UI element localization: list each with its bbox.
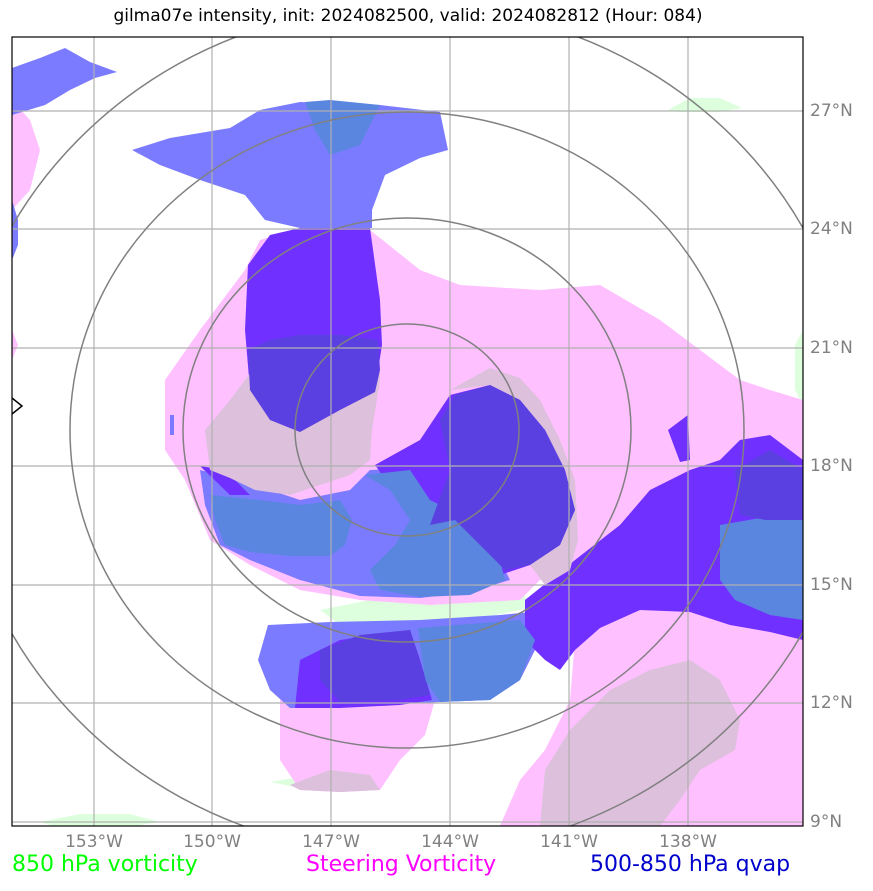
overlap-indigo-layer — [248, 335, 803, 702]
range-rings — [12, 37, 803, 826]
legend-qvap: 500-850 hPa qvap — [590, 852, 791, 877]
lat-tick-label: 9°N — [810, 812, 843, 832]
map-title: gilma07e intensity, init: 2024082500, va… — [113, 6, 703, 26]
overlap-blue-layer — [210, 100, 803, 702]
legend-vorticity-850: 850 hPa vorticity — [12, 852, 198, 877]
plot-frame — [11, 36, 804, 827]
island-coastline — [12, 397, 24, 415]
lat-tick-label: 15°N — [810, 575, 853, 595]
lon-tick-label: 153°W — [65, 832, 123, 852]
range-ring-middle — [182, 217, 632, 643]
lat-tick-label: 21°N — [810, 338, 853, 358]
lon-tick-label: 141°W — [540, 832, 598, 852]
lon-tick-label: 147°W — [302, 832, 360, 852]
range-ring-inner — [294, 323, 520, 537]
lat-tick-label: 12°N — [810, 693, 853, 713]
legend-steering-vorticity: Steering Vorticity — [306, 852, 497, 877]
graticule-grid — [12, 37, 803, 826]
lat-tick-label: 18°N — [810, 456, 853, 476]
lon-tick-label: 138°W — [659, 832, 717, 852]
lat-tick-label: 24°N — [810, 219, 853, 239]
lat-tick-label: 27°N — [810, 101, 853, 121]
lon-tick-label: 144°W — [421, 832, 479, 852]
range-ring-outer — [69, 111, 745, 749]
lon-tick-label: 150°W — [183, 832, 241, 852]
